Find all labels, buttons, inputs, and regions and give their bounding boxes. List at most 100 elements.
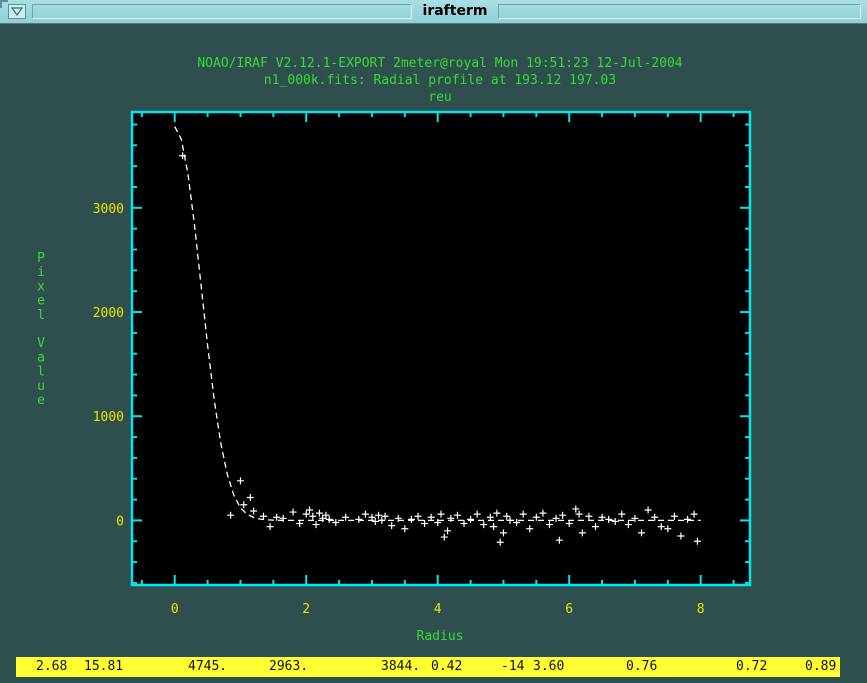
data-point-plus: [437, 510, 445, 518]
data-point-plus: [664, 525, 672, 533]
data-point-plus: [545, 521, 553, 529]
fit-curve: [174, 126, 701, 522]
data-point-plus: [618, 510, 626, 518]
data-points: [179, 152, 701, 546]
data-point-plus: [532, 513, 540, 521]
data-point-plus: [506, 516, 514, 524]
data-point-plus: [361, 510, 369, 518]
data-point-plus: [322, 511, 330, 519]
data-point-plus: [552, 514, 560, 522]
data-point-plus: [315, 509, 323, 517]
data-point-plus: [279, 514, 287, 522]
header-plot-title: n1_000k.fits: Radial profile at 193.12 1…: [264, 73, 616, 88]
data-point-plus: [434, 518, 442, 526]
data-point-plus: [684, 515, 692, 523]
window-title: irafterm: [422, 3, 488, 19]
data-point-plus: [499, 529, 507, 537]
data-point-plus: [388, 522, 396, 530]
status-value: 0.89: [805, 659, 837, 674]
data-point-plus: [421, 520, 429, 528]
data-point-plus: [677, 532, 685, 540]
data-point-plus: [332, 518, 340, 526]
status-value: -14: [501, 659, 525, 674]
data-point-plus: [592, 523, 599, 531]
data-point-plus: [513, 518, 521, 526]
data-point-plus: [273, 513, 281, 521]
y-axis-label-char: x: [37, 279, 45, 294]
x-tick-label: 4: [434, 602, 442, 617]
data-point-plus: [427, 513, 435, 521]
data-point-plus: [381, 512, 389, 520]
data-point-plus: [496, 538, 504, 546]
data-point-plus: [444, 527, 452, 535]
data-point-plus: [565, 520, 573, 528]
y-axis-label-char: i: [37, 265, 45, 280]
data-point-plus: [306, 506, 314, 514]
data-point-plus: [296, 520, 304, 528]
data-point-plus: [289, 508, 297, 516]
data-point-plus: [467, 515, 475, 523]
window-corner-mark: [0, 0, 8, 8]
data-point-plus: [375, 511, 383, 519]
title-bar[interactable]: irafterm: [0, 0, 867, 24]
data-point-plus: [493, 509, 501, 517]
x-axis-label: Radius: [417, 629, 464, 644]
data-point-plus: [638, 529, 646, 537]
y-tick-label: 0: [116, 514, 124, 529]
status-value: 3844.: [381, 659, 421, 674]
data-point-plus: [670, 512, 678, 520]
data-point-plus: [227, 511, 235, 519]
data-point-plus: [480, 521, 488, 529]
data-point-plus: [309, 512, 317, 520]
y-axis-label-char: P: [37, 251, 45, 266]
status-value: 3.60: [533, 659, 565, 674]
data-point-plus: [555, 536, 563, 544]
data-point-plus: [342, 513, 350, 521]
y-tick-labels: 0 1000 2000 3000: [93, 202, 124, 530]
data-point-plus: [503, 512, 511, 520]
data-point-plus: [585, 512, 593, 520]
window-menu-button[interactable]: [8, 4, 26, 19]
data-point-plus: [539, 509, 547, 517]
data-point-plus: [302, 510, 310, 518]
data-point-plus: [401, 525, 409, 533]
cursor-readout-status-bar: 2.68 15.81 4745. 2963. 3844. 0.42 -14 3.…: [16, 657, 840, 677]
y-axis-label-char: u: [37, 379, 45, 394]
data-point-plus: [519, 510, 527, 518]
plot-area: [132, 112, 750, 585]
data-point-plus: [246, 493, 254, 501]
data-point-plus: [259, 512, 267, 520]
status-value: 2.68: [36, 659, 68, 674]
data-point-plus: [693, 537, 701, 545]
x-tick-label: 8: [697, 602, 705, 617]
header-plot-subtitle: reu: [428, 90, 451, 105]
data-point-plus: [312, 521, 320, 529]
data-point-plus: [690, 510, 698, 518]
data-point-plus: [440, 533, 448, 541]
y-axis-label-char: l: [37, 308, 45, 323]
data-point-plus: [394, 514, 402, 522]
y-axis-label-char: a: [37, 350, 45, 365]
status-value: 4745.: [188, 659, 228, 674]
y-tick-label: 1000: [93, 410, 124, 425]
data-point-plus: [325, 515, 333, 523]
data-point-plus: [657, 523, 665, 531]
data-point-plus: [368, 513, 376, 521]
data-point-plus: [447, 514, 455, 522]
data-point-plus: [572, 505, 580, 513]
down-triangle-icon: [10, 7, 24, 17]
x-tick-labels: 0 2 4 6 8: [171, 602, 705, 617]
y-axis-label-char: V: [37, 336, 45, 351]
data-point-plus: [611, 517, 619, 525]
data-point-plus: [240, 501, 248, 509]
status-value: 15.81: [84, 659, 124, 674]
data-point-plus: [490, 523, 498, 531]
x-tick-label: 6: [565, 602, 573, 617]
y-tick-label: 3000: [93, 202, 124, 217]
y-tick-label: 2000: [93, 306, 124, 321]
data-point-plus: [250, 507, 258, 515]
header-system-line: NOAO/IRAF V2.12.1-EXPORT 2meter@royal Mo…: [197, 56, 682, 71]
data-point-plus: [559, 511, 567, 519]
